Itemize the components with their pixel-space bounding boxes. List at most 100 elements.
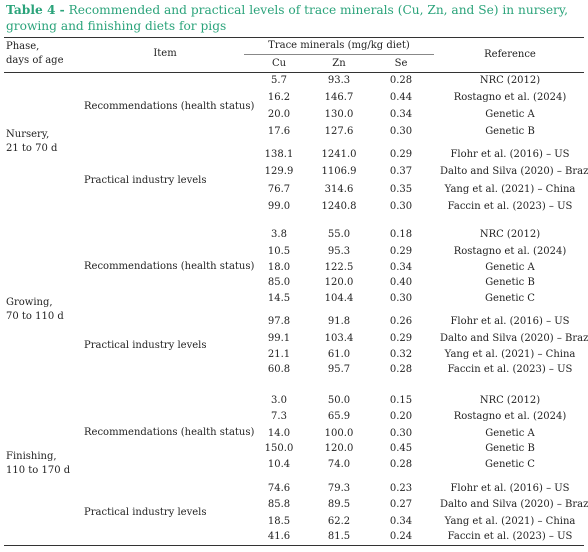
cell-zn: 93.3	[327, 75, 351, 86]
cell-cu: 85.8	[267, 499, 291, 510]
header-se: Se	[394, 58, 408, 69]
cell-se: 0.18	[389, 229, 413, 240]
group-label: Practical industry levels	[84, 507, 207, 518]
cell-reference: Dalto and Silva (2020) – Brazil	[440, 166, 588, 177]
cell-se: 0.35	[389, 184, 413, 195]
cell-se: 0.29	[389, 149, 413, 160]
group-label: Practical industry levels	[84, 340, 207, 351]
header-trace-minerals: Trace minerals (mg/kg diet)	[268, 40, 410, 51]
cell-reference: Genetic C	[485, 459, 535, 470]
cell-zn: 314.6	[324, 184, 354, 195]
cell-se: 0.34	[389, 516, 413, 527]
cell-zn: 79.3	[327, 483, 351, 494]
cell-cu: 97.8	[267, 316, 291, 327]
cell-reference: Flohr et al. (2016) – US	[450, 149, 570, 160]
cell-zn: 146.7	[324, 92, 354, 103]
cell-cu: 14.5	[267, 293, 291, 304]
cell-cu: 138.1	[264, 149, 294, 160]
group-label: Recommendations (health status)	[84, 427, 255, 438]
header-phase-age: days of age	[6, 55, 64, 66]
cell-se: 0.24	[389, 531, 413, 542]
cell-reference: NRC (2012)	[479, 229, 541, 240]
header-phase: Phase,	[6, 41, 40, 52]
cell-zn: 89.5	[327, 499, 351, 510]
phase-name: Finishing,	[6, 451, 57, 462]
cell-zn: 100.0	[324, 428, 354, 439]
cell-zn: 104.4	[324, 293, 354, 304]
cell-cu: 18.5	[267, 516, 291, 527]
cell-reference: Dalto and Silva (2020) – Brazil	[440, 499, 588, 510]
cell-zn: 95.3	[327, 246, 351, 257]
cell-se: 0.34	[389, 109, 413, 120]
cell-zn: 1241.0	[321, 149, 357, 160]
phase-name: Nursery,	[6, 129, 50, 140]
table-title: Recommended and practical levels of trac…	[6, 3, 568, 33]
cell-zn: 61.0	[327, 349, 351, 360]
cell-zn: 120.0	[324, 277, 354, 288]
cell-reference: Genetic A	[485, 262, 535, 273]
cell-cu: 74.6	[267, 483, 291, 494]
header-group-rule	[244, 54, 434, 55]
cell-se: 0.34	[389, 262, 413, 273]
cell-reference: Rostagno et al. (2024)	[453, 411, 567, 422]
table-caption: Table 4 - Recommended and practical leve…	[6, 2, 584, 34]
header-cu: Cu	[271, 58, 287, 69]
cell-reference: Genetic B	[485, 277, 535, 288]
cell-reference: Yang et al. (2021) – China	[444, 349, 576, 360]
cell-se: 0.30	[389, 293, 413, 304]
cell-reference: Rostagno et al. (2024)	[453, 246, 567, 257]
cell-cu: 20.0	[267, 109, 291, 120]
cell-cu: 60.8	[267, 364, 291, 375]
table-label: Table 4 -	[6, 3, 65, 17]
cell-zn: 95.7	[327, 364, 351, 375]
cell-cu: 14.0	[267, 428, 291, 439]
bottom-rule	[4, 545, 584, 546]
phase-age: 21 to 70 d	[6, 143, 58, 154]
cell-reference: Yang et al. (2021) – China	[444, 184, 576, 195]
cell-se: 0.15	[389, 395, 413, 406]
cell-cu: 7.3	[271, 411, 287, 422]
cell-cu: 5.7	[271, 75, 287, 86]
cell-se: 0.23	[389, 483, 413, 494]
group-label: Recommendations (health status)	[84, 100, 255, 112]
header-reference: Reference	[484, 49, 536, 60]
cell-se: 0.44	[389, 92, 413, 103]
cell-se: 0.40	[389, 277, 413, 288]
cell-cu: 18.0	[267, 262, 291, 273]
cell-cu: 3.0	[271, 395, 287, 406]
cell-se: 0.29	[389, 333, 413, 344]
cell-se: 0.28	[389, 364, 413, 375]
cell-cu: 21.1	[267, 349, 291, 360]
cell-zn: 65.9	[327, 411, 351, 422]
cell-se: 0.20	[389, 411, 413, 422]
group-label: Recommendations (health status)	[84, 261, 255, 272]
cell-reference: Flohr et al. (2016) – US	[450, 483, 570, 494]
cell-zn: 103.4	[324, 333, 354, 344]
cell-reference: Genetic C	[485, 293, 535, 304]
cell-se: 0.28	[389, 75, 413, 86]
cell-zn: 50.0	[327, 395, 351, 406]
cell-reference: NRC (2012)	[479, 395, 541, 406]
cell-reference: Rostagno et al. (2024)	[453, 92, 567, 103]
phase-age: 110 to 170 d	[6, 465, 71, 476]
cell-reference: Yang et al. (2021) – China	[444, 516, 576, 527]
cell-cu: 10.4	[267, 459, 291, 470]
header-bottom-rule	[4, 72, 584, 73]
cell-zn: 120.0	[324, 443, 354, 454]
top-rule	[4, 37, 584, 38]
cell-reference: Faccin et al. (2023) – US	[447, 201, 573, 212]
cell-zn: 55.0	[327, 229, 351, 240]
cell-reference: Genetic A	[485, 428, 535, 439]
cell-cu: 16.2	[267, 92, 291, 103]
cell-reference: Genetic B	[485, 126, 535, 137]
cell-cu: 129.9	[264, 166, 294, 177]
cell-reference: Faccin et al. (2023) – US	[447, 364, 573, 375]
phase-name: Growing,	[6, 297, 53, 308]
cell-zn: 74.0	[327, 459, 351, 470]
phase-age: 70 to 110 d	[6, 311, 64, 322]
cell-se: 0.27	[389, 499, 413, 510]
cell-se: 0.37	[389, 166, 413, 177]
cell-se: 0.26	[389, 316, 413, 327]
cell-se: 0.29	[389, 246, 413, 257]
cell-reference: Faccin et al. (2023) – US	[447, 531, 573, 542]
